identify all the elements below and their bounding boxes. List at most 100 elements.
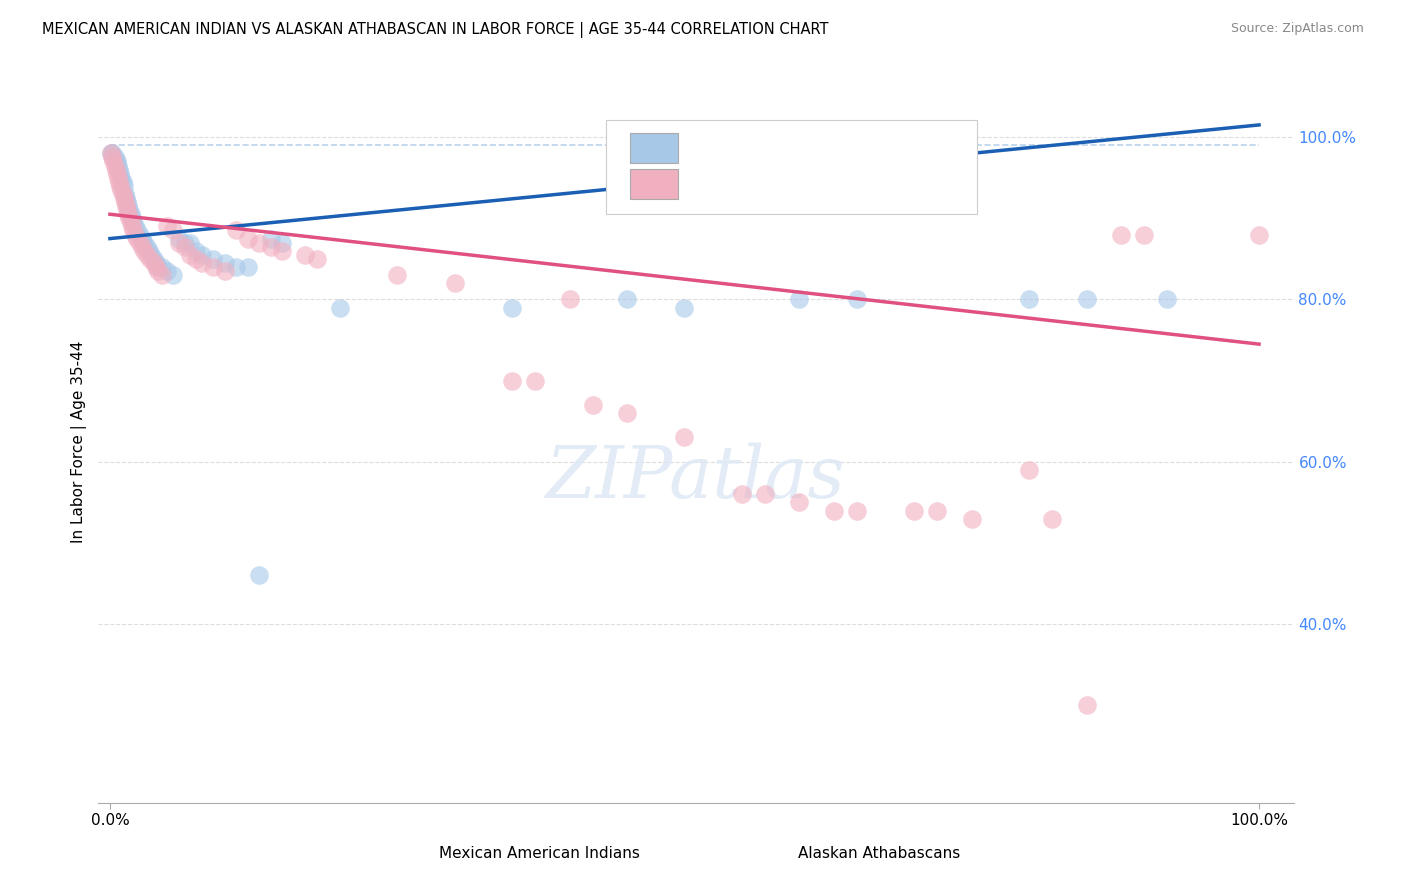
Point bbox=[128, 235, 150, 250]
Point bbox=[247, 568, 270, 582]
Text: Mexican American Indians: Mexican American Indians bbox=[439, 846, 640, 861]
Point bbox=[122, 215, 145, 229]
Point bbox=[1133, 227, 1156, 242]
Point bbox=[1018, 293, 1040, 307]
Point bbox=[156, 219, 179, 234]
Point bbox=[108, 162, 131, 177]
Point bbox=[903, 503, 925, 517]
Text: ZIPatlas: ZIPatlas bbox=[546, 442, 846, 513]
Point bbox=[101, 150, 124, 164]
Point bbox=[789, 495, 811, 509]
Point bbox=[845, 293, 868, 307]
Point bbox=[789, 293, 811, 307]
Point bbox=[107, 159, 129, 173]
Point bbox=[104, 154, 127, 169]
Point bbox=[173, 240, 195, 254]
Point bbox=[114, 186, 136, 201]
Point bbox=[191, 248, 214, 262]
Point bbox=[114, 195, 136, 210]
Point bbox=[111, 175, 134, 189]
Point bbox=[1076, 293, 1098, 307]
Point bbox=[616, 406, 638, 420]
Point bbox=[731, 487, 754, 501]
Bar bbox=[630, 133, 678, 163]
Point bbox=[271, 235, 294, 250]
Point bbox=[162, 223, 184, 237]
Text: N = 55: N = 55 bbox=[839, 139, 901, 157]
Point bbox=[115, 199, 138, 213]
Point bbox=[107, 170, 129, 185]
Point bbox=[673, 430, 696, 444]
Point bbox=[110, 167, 132, 181]
Point bbox=[112, 191, 135, 205]
Point bbox=[558, 293, 581, 307]
Point bbox=[1156, 293, 1178, 307]
Point bbox=[179, 248, 201, 262]
Point bbox=[524, 374, 547, 388]
Point bbox=[110, 183, 132, 197]
Point bbox=[118, 203, 141, 218]
Point bbox=[148, 260, 170, 274]
Point bbox=[247, 235, 270, 250]
Point bbox=[120, 207, 142, 221]
Text: R =  0.221: R = 0.221 bbox=[696, 139, 785, 157]
Text: R = -0.217: R = -0.217 bbox=[696, 176, 786, 194]
Point bbox=[960, 511, 983, 525]
Point bbox=[294, 248, 316, 262]
Point bbox=[1109, 227, 1132, 242]
Point bbox=[260, 240, 283, 254]
Point bbox=[214, 256, 236, 270]
Point bbox=[225, 223, 247, 237]
Point bbox=[105, 154, 128, 169]
Point bbox=[117, 207, 139, 221]
Point bbox=[120, 215, 142, 229]
Point bbox=[501, 301, 523, 315]
Point bbox=[117, 199, 139, 213]
Point bbox=[135, 240, 157, 254]
FancyBboxPatch shape bbox=[606, 120, 977, 214]
Point bbox=[142, 256, 165, 270]
Point bbox=[131, 231, 153, 245]
Point bbox=[214, 264, 236, 278]
Point bbox=[1247, 227, 1270, 242]
Point bbox=[145, 256, 167, 270]
Point bbox=[100, 146, 122, 161]
Point bbox=[111, 186, 134, 201]
Point bbox=[202, 260, 225, 274]
Point bbox=[167, 235, 190, 250]
Point bbox=[184, 244, 207, 258]
Point bbox=[145, 260, 167, 274]
Point bbox=[501, 374, 523, 388]
Point bbox=[139, 252, 162, 266]
Point bbox=[124, 227, 146, 242]
Point bbox=[100, 146, 122, 161]
Point bbox=[1040, 511, 1063, 525]
Point bbox=[236, 231, 259, 245]
Point bbox=[179, 235, 201, 250]
Bar bbox=[385, 846, 427, 862]
Point bbox=[110, 170, 132, 185]
Point bbox=[128, 227, 150, 242]
Point bbox=[156, 264, 179, 278]
Point bbox=[236, 260, 259, 274]
Point bbox=[1018, 463, 1040, 477]
Point bbox=[103, 159, 125, 173]
Point bbox=[141, 248, 163, 262]
Point bbox=[124, 219, 146, 234]
Point bbox=[142, 252, 165, 266]
Point bbox=[927, 503, 949, 517]
Point bbox=[115, 195, 138, 210]
Point bbox=[167, 231, 190, 245]
Point bbox=[105, 167, 128, 181]
Point bbox=[127, 231, 149, 245]
Point bbox=[162, 268, 184, 282]
Point bbox=[101, 146, 124, 161]
Text: N = 69: N = 69 bbox=[839, 176, 901, 194]
Point bbox=[191, 256, 214, 270]
Point bbox=[184, 252, 207, 266]
Point bbox=[202, 252, 225, 266]
Point bbox=[329, 301, 352, 315]
Point bbox=[443, 277, 465, 291]
Point bbox=[115, 191, 138, 205]
Point bbox=[121, 219, 143, 234]
